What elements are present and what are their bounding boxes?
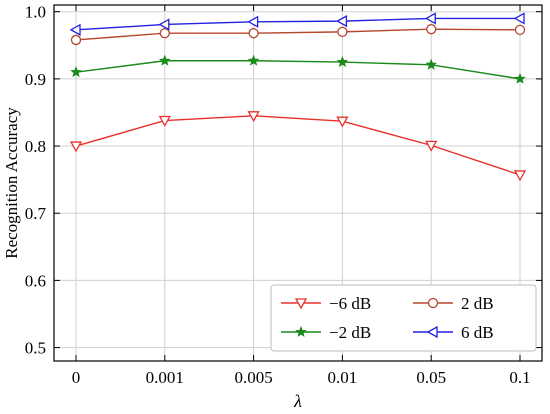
data-point: [159, 28, 170, 39]
legend-box: [270, 284, 537, 352]
series-0: [69, 111, 527, 182]
legend-label: −2 dB: [329, 323, 371, 342]
data-point: [426, 24, 437, 35]
data-point: [158, 115, 171, 127]
data-point: [158, 18, 170, 31]
legend-label: 2 dB: [461, 294, 494, 313]
y-tick-label: 0.9: [25, 70, 46, 89]
data-point: [514, 24, 526, 36]
x-tick-label: 0.05: [416, 368, 446, 387]
data-point: [248, 28, 259, 39]
data-point: [336, 15, 348, 28]
legend-label: 6 dB: [461, 323, 494, 342]
y-tick-label: 0.8: [25, 137, 46, 156]
y-tick-label: 1.0: [25, 3, 46, 22]
legend-marker: [295, 325, 307, 337]
series-3: [69, 12, 525, 36]
series-2: [70, 24, 526, 46]
series-line: [75, 115, 521, 176]
x-tick-label: 0.01: [328, 368, 358, 387]
series-line: [75, 28, 521, 41]
x-tick-label: 0.1: [509, 368, 530, 387]
plot-frame: [53, 4, 543, 362]
legend-marker: [427, 297, 439, 309]
legend-item: −6 dB: [281, 294, 371, 313]
data-point: [247, 15, 259, 28]
y-axis-label: Recognition Accuracy: [2, 107, 21, 259]
data-point: [70, 66, 82, 78]
legend-marker: [294, 298, 308, 310]
x-tick-label: 0.001: [146, 368, 184, 387]
legend-label: −6 dB: [329, 294, 371, 313]
data-point: [337, 26, 348, 38]
data-point: [69, 141, 83, 153]
legend: −6 dB 2 dB −2 dB 6 dB: [270, 284, 537, 352]
data-point: [425, 140, 438, 152]
y-tick-label: 0.5: [25, 339, 46, 358]
series-line: [75, 17, 520, 31]
data-point: [514, 72, 526, 84]
y-tick-label: 0.7: [25, 204, 47, 223]
x-tick-label: 0.005: [234, 368, 272, 387]
data-point: [247, 111, 260, 123]
data-point: [336, 56, 349, 68]
x-axis-label: λ: [293, 391, 302, 411]
y-tick-label: 0.6: [25, 271, 46, 290]
legend-item: 6 dB: [413, 323, 494, 342]
series-line: [75, 60, 521, 80]
axes: 0.5 0.6 0.7 0.8 0.9 1.0 0 0.001 0.005 0.01 0.05 0.1: [25, 3, 542, 387]
data-point: [424, 12, 436, 25]
data-point: [70, 34, 82, 46]
data-point: [336, 116, 349, 128]
series-1: [70, 54, 526, 84]
data-point: [69, 23, 81, 36]
legend-marker: [426, 325, 438, 339]
series-layer: [69, 12, 527, 182]
data-point: [247, 54, 260, 66]
data-point: [513, 12, 525, 25]
legend-item: 2 dB: [413, 294, 494, 313]
data-point: [425, 58, 437, 70]
data-point: [513, 170, 527, 182]
data-point: [159, 54, 171, 66]
legend-item: −2 dB: [281, 323, 371, 342]
x-tick-label: 0: [72, 368, 81, 387]
